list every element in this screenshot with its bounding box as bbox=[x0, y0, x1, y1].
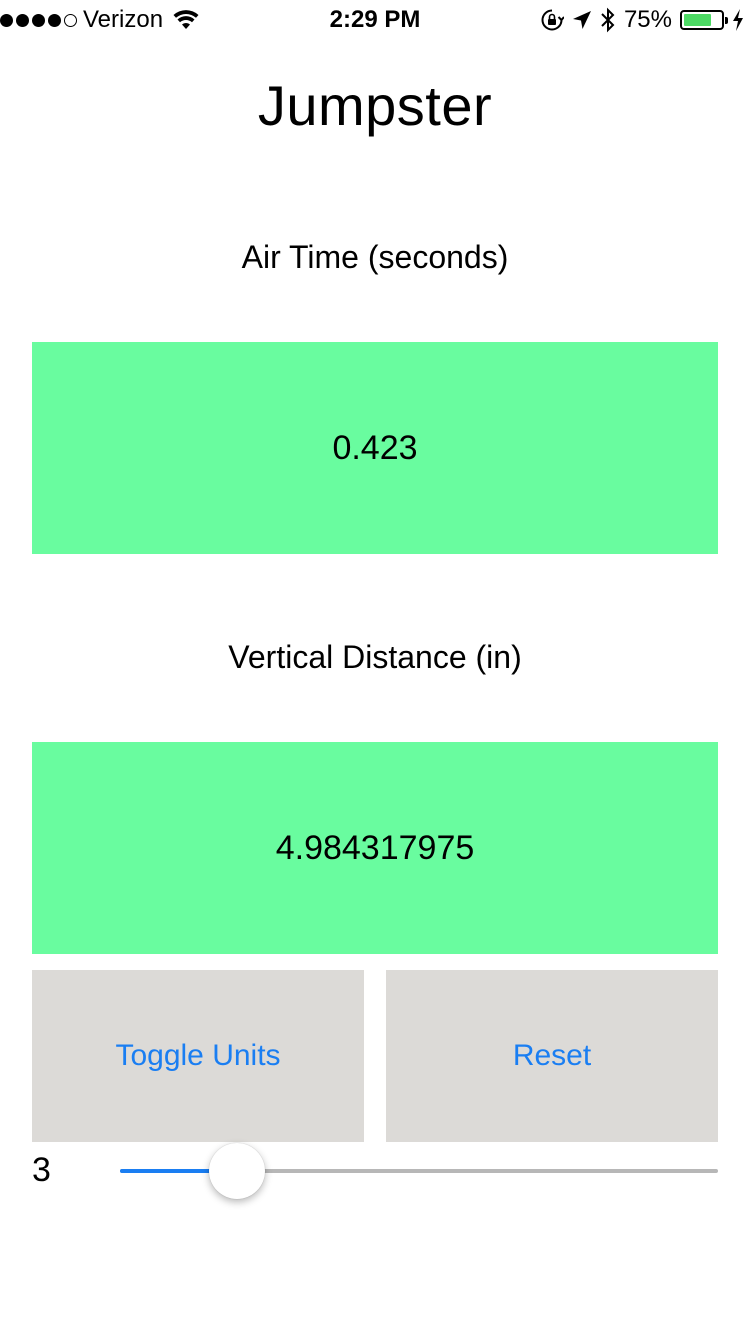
status-time: 2:29 PM bbox=[329, 6, 421, 33]
status-right: 75% bbox=[540, 6, 744, 34]
status-left: Verizon bbox=[0, 6, 199, 34]
charging-bolt-icon bbox=[733, 9, 743, 31]
signal-dot bbox=[48, 13, 61, 27]
carrier-name: Verizon bbox=[83, 6, 164, 33]
slider-thumb[interactable] bbox=[209, 1143, 266, 1199]
status-bar: Verizon 2:29 PM 75% bbox=[0, 0, 750, 40]
air-time-value-box: 0.423 bbox=[32, 342, 718, 554]
toggle-units-button[interactable]: Toggle Units bbox=[32, 970, 364, 1142]
location-arrow-icon bbox=[572, 11, 591, 29]
signal-dot bbox=[32, 13, 45, 27]
battery-percent: 75% bbox=[623, 6, 672, 33]
wifi-icon bbox=[173, 10, 199, 29]
reset-label: Reset bbox=[512, 1039, 592, 1072]
signal-dot-empty bbox=[64, 13, 77, 27]
slider-fill bbox=[120, 1169, 238, 1173]
toggle-units-label: Toggle Units bbox=[115, 1039, 281, 1072]
vertical-distance-value-box: 4.984317975 bbox=[32, 742, 718, 954]
vertical-distance-label: Vertical Distance (in) bbox=[228, 639, 522, 675]
air-time-value: 0.423 bbox=[332, 428, 418, 467]
battery-fill bbox=[684, 14, 711, 26]
signal-dots-icon bbox=[0, 13, 77, 27]
app-title: Jumpster bbox=[257, 74, 493, 137]
vertical-distance-value: 4.984317975 bbox=[275, 828, 475, 867]
slider-value-label: 3 bbox=[32, 1151, 51, 1189]
signal-dot bbox=[0, 13, 13, 27]
reset-button[interactable]: Reset bbox=[386, 970, 718, 1142]
battery-icon bbox=[680, 10, 728, 30]
air-time-label: Air Time (seconds) bbox=[241, 239, 509, 275]
slider-track[interactable] bbox=[120, 1169, 718, 1173]
rotation-lock-icon bbox=[541, 9, 564, 31]
signal-dot bbox=[16, 13, 29, 27]
bluetooth-icon bbox=[601, 7, 615, 33]
